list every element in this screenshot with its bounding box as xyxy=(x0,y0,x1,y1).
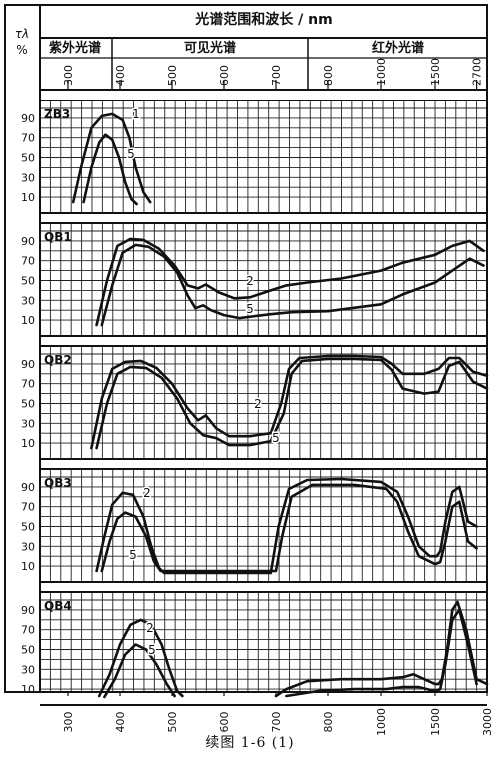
series-line-5 xyxy=(103,643,176,699)
y-tick-label: 70 xyxy=(21,624,35,637)
bottom-tick-label: 400 xyxy=(114,712,127,733)
series-line-ir-5 xyxy=(285,608,478,698)
top-tick-label: 300 xyxy=(62,65,75,86)
panel-gap xyxy=(41,459,486,469)
series-line-1 xyxy=(71,112,152,204)
y-tick-label: 90 xyxy=(21,358,35,371)
y-tick-label: 10 xyxy=(21,314,35,327)
top-tick-label: 1500 xyxy=(429,58,442,86)
panel-gap xyxy=(41,213,486,223)
top-tick-label: 800 xyxy=(322,65,335,86)
top-tick-label: 500 xyxy=(166,65,179,86)
y-tick-label: 90 xyxy=(21,112,35,125)
series-line-2 xyxy=(90,354,489,450)
y-tick-label: 30 xyxy=(21,417,35,430)
y-tick-label: 30 xyxy=(21,294,35,307)
series-label: 2 xyxy=(143,486,151,500)
series-line-5 xyxy=(100,243,485,327)
y-tick-label: 70 xyxy=(21,255,35,268)
figure-caption: 续图 1-6 (1) xyxy=(205,735,295,751)
series-label: 5 xyxy=(127,147,135,161)
series-line-2 xyxy=(95,237,485,327)
series-line-5 xyxy=(95,357,489,450)
top-tick-label: 400 xyxy=(114,65,127,86)
panel-name: QB4 xyxy=(44,599,72,613)
top-tick-label: 2700 xyxy=(471,58,484,86)
panel-name: QB3 xyxy=(44,476,72,490)
top-tick-label: 700 xyxy=(270,65,283,86)
bottom-tick-label: 300 xyxy=(62,712,75,733)
y-axis-symbol: τλ xyxy=(15,27,29,41)
series-label: 5 xyxy=(272,431,280,445)
y-tick-label: 10 xyxy=(21,437,35,450)
bottom-tick-label: 3000 xyxy=(481,708,494,736)
series-line-5 xyxy=(100,483,478,573)
y-tick-label: 90 xyxy=(21,235,35,248)
y-tick-label: 50 xyxy=(21,275,35,288)
series-label: 2 xyxy=(254,397,262,411)
region-label-2: 红外光谱 xyxy=(372,40,424,56)
bottom-tick-label: 600 xyxy=(218,712,231,733)
region-label-0: 紫外光谱 xyxy=(49,40,101,56)
y-tick-label: 10 xyxy=(21,191,35,204)
bottom-tick-label: 1000 xyxy=(375,708,388,736)
y-tick-label: 50 xyxy=(21,398,35,411)
series-line-2 xyxy=(97,618,184,698)
y-tick-label: 30 xyxy=(21,540,35,553)
bottom-tick-label: 500 xyxy=(166,712,179,733)
y-tick-label: 90 xyxy=(21,481,35,494)
y-tick-label: 50 xyxy=(21,644,35,657)
series-label: 2 xyxy=(246,274,254,288)
bottom-tick-label: 800 xyxy=(322,712,335,733)
y-tick-label: 90 xyxy=(21,604,35,617)
y-tick-label: 70 xyxy=(21,501,35,514)
y-tick-label: 70 xyxy=(21,132,35,145)
series-label: 1 xyxy=(132,107,140,121)
header-title: 光谱范围和波长 / nm xyxy=(194,11,332,28)
top-tick-label: 600 xyxy=(218,65,231,86)
y-tick-label: 70 xyxy=(21,378,35,391)
series-label: 5 xyxy=(148,643,156,657)
panel-name: ZB3 xyxy=(44,107,70,121)
series-label: 2 xyxy=(146,621,154,635)
panel-gap xyxy=(41,90,486,100)
series-label: 5 xyxy=(246,302,254,316)
bottom-tick-label: 1500 xyxy=(429,708,442,736)
panel-gap xyxy=(41,582,486,592)
series-line-2 xyxy=(95,477,478,575)
series-line-5 xyxy=(82,133,138,206)
y-tick-label: 50 xyxy=(21,521,35,534)
panel-gap xyxy=(41,705,486,715)
y-tick-label: 10 xyxy=(21,560,35,573)
y-axis-unit: % xyxy=(16,43,27,57)
region-label-1: 可见光谱 xyxy=(184,40,236,56)
y-tick-label: 50 xyxy=(21,152,35,165)
series-label: 5 xyxy=(129,548,137,562)
panel-name: QB1 xyxy=(44,230,72,244)
y-tick-label: 30 xyxy=(21,171,35,184)
panel-name: QB2 xyxy=(44,353,72,367)
top-tick-label: 1000 xyxy=(375,58,388,86)
chart-frame xyxy=(4,4,488,693)
y-tick-label: 30 xyxy=(21,663,35,676)
bottom-tick-label: 700 xyxy=(270,712,283,733)
panel-gap xyxy=(41,336,486,346)
y-tick-label: 10 xyxy=(21,683,35,696)
